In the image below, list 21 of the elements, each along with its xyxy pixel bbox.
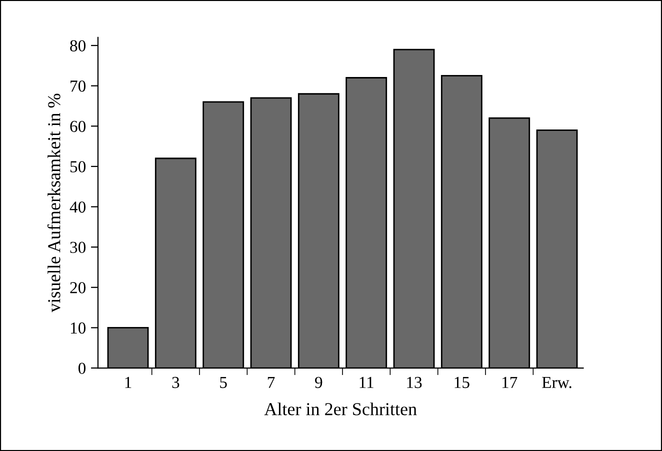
x-tick-label: Erw. <box>542 377 572 388</box>
y-tick-label: 40 <box>70 201 86 213</box>
x-axis-title: Alter in 2er Schritten <box>264 402 417 416</box>
y-tick-label: 70 <box>70 80 86 92</box>
x-tick-label: 9 <box>315 376 322 388</box>
y-tick-label: 50 <box>70 161 86 172</box>
x-tick-label: 1 <box>125 376 132 388</box>
x-tick-label: 5 <box>220 377 227 388</box>
x-tick-label: 15 <box>454 376 470 388</box>
x-tick-label: 7 <box>268 377 275 388</box>
y-tick-label: 30 <box>70 242 86 254</box>
y-axis-title: visuelle Aufmerksamkeit in % <box>47 94 60 312</box>
y-tick-label: 20 <box>70 282 86 294</box>
y-tick-label: 0 <box>78 362 86 374</box>
y-tick-label: 60 <box>70 120 86 132</box>
y-tick-label: 80 <box>70 40 86 52</box>
x-tick-label: 13 <box>407 376 422 388</box>
x-tick-label: 3 <box>172 376 180 388</box>
x-tick-label: 17 <box>502 376 518 388</box>
y-tick-label: 10 <box>70 322 86 334</box>
x-tick-label: 11 <box>360 376 374 388</box>
